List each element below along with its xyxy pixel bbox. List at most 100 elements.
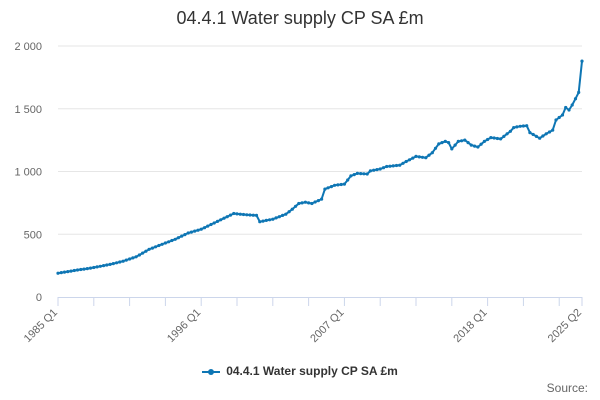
data-point — [391, 164, 395, 168]
data-point — [303, 200, 307, 204]
data-point — [170, 238, 174, 243]
data-point — [368, 169, 372, 173]
data-point — [381, 166, 386, 170]
data-point — [456, 139, 460, 143]
data-point — [137, 253, 141, 257]
data-point — [248, 213, 252, 217]
data-point — [222, 216, 226, 220]
legend[interactable]: 04.4.1 Water supply CP SA £m — [0, 364, 600, 378]
data-point — [541, 134, 545, 138]
data-point — [378, 167, 382, 171]
data-point — [502, 134, 506, 138]
data-point — [336, 183, 340, 187]
data-point — [284, 212, 288, 216]
data-point — [404, 159, 408, 164]
data-point — [193, 229, 197, 233]
data-point — [206, 224, 210, 228]
data-point — [538, 136, 542, 140]
data-point — [189, 230, 193, 234]
x-tick-label: 1996 Q1 — [165, 307, 203, 345]
grid-layer — [58, 45, 582, 235]
data-point — [232, 211, 236, 216]
legend-swatch — [202, 368, 221, 375]
data-point — [186, 231, 190, 235]
data-point — [72, 268, 76, 273]
data-point — [92, 265, 96, 270]
data-point — [339, 182, 343, 187]
data-point — [388, 164, 392, 168]
data-point — [102, 264, 106, 268]
data-point — [85, 267, 89, 271]
data-point — [580, 59, 584, 63]
data-point — [466, 141, 470, 145]
data-point — [433, 146, 438, 150]
data-point — [251, 213, 255, 217]
data-point — [323, 187, 327, 191]
data-point — [495, 136, 499, 141]
data-point — [105, 263, 109, 267]
data-point — [342, 182, 346, 186]
data-point — [407, 158, 412, 162]
data-point — [427, 153, 431, 157]
data-point — [219, 218, 223, 222]
data-point — [489, 136, 493, 140]
data-point — [346, 178, 350, 182]
data-point — [401, 161, 405, 165]
x-tick-label: 2018 Q1 — [451, 307, 489, 345]
data-point — [512, 126, 516, 130]
data-point — [141, 251, 145, 255]
data-point — [492, 136, 496, 140]
data-point — [349, 174, 353, 178]
data-point — [310, 201, 314, 206]
data-point — [355, 171, 359, 175]
data-point — [430, 151, 434, 155]
data-point — [215, 219, 220, 223]
data-point — [264, 218, 268, 222]
data-point — [460, 139, 464, 143]
data-point — [258, 220, 262, 224]
data-point — [375, 168, 379, 172]
data-point — [245, 213, 249, 217]
data-point — [202, 226, 207, 230]
data-point — [525, 124, 529, 128]
data-point — [316, 199, 320, 203]
data-point — [261, 219, 265, 223]
data-point — [59, 271, 63, 275]
y-tick-label: 2 000 — [14, 41, 42, 53]
data-point — [290, 207, 294, 211]
data-point — [228, 213, 233, 217]
data-point — [515, 125, 519, 129]
data-point — [209, 222, 213, 227]
data-point — [294, 204, 298, 208]
data-point — [121, 259, 125, 263]
data-point — [486, 137, 490, 142]
data-point — [66, 270, 70, 274]
data-point — [508, 129, 512, 133]
data-point — [362, 172, 366, 176]
data-point — [300, 201, 304, 205]
data-point — [570, 103, 574, 107]
data-point — [385, 164, 389, 169]
data-point — [557, 115, 561, 120]
data-point — [238, 212, 242, 216]
data-point — [297, 201, 301, 206]
data-point — [108, 262, 112, 266]
data-point — [147, 247, 151, 251]
data-point — [320, 197, 324, 201]
data-point — [131, 256, 135, 260]
data-point — [394, 163, 399, 168]
data-point — [88, 266, 93, 270]
data-point — [453, 143, 457, 147]
y-tick-label: 0 — [36, 292, 42, 304]
data-point — [333, 183, 337, 187]
data-point — [150, 246, 154, 250]
y-tick-label: 1 500 — [14, 104, 42, 116]
data-point — [437, 142, 441, 146]
x-tick-label: 1985 Q1 — [22, 307, 60, 345]
legend-label: 04.4.1 Water supply CP SA £m — [226, 364, 398, 378]
series-line — [57, 60, 583, 275]
data-point — [307, 201, 311, 205]
data-point — [199, 227, 203, 231]
data-point — [254, 213, 259, 217]
